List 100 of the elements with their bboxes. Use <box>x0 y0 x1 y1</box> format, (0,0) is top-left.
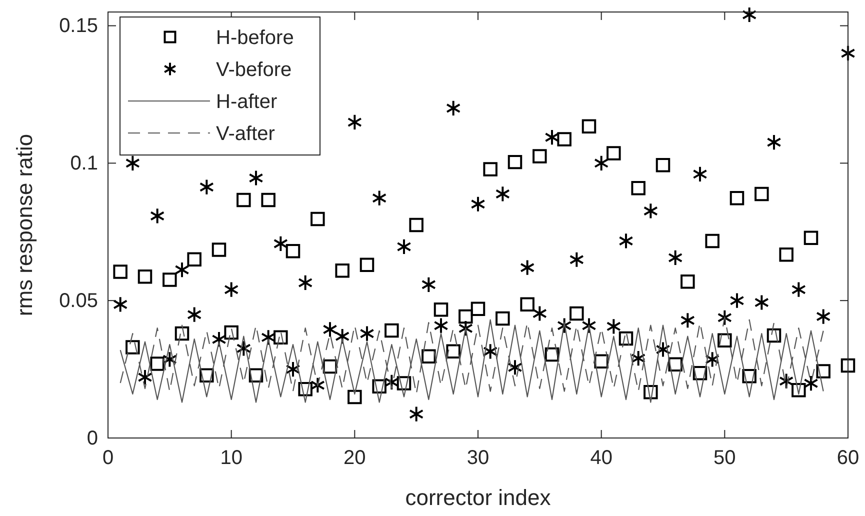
point <box>520 259 535 276</box>
point <box>348 390 362 404</box>
point <box>754 294 769 311</box>
point <box>483 343 498 360</box>
point <box>434 317 448 334</box>
x-tick-label: 30 <box>466 447 490 470</box>
point <box>792 383 806 398</box>
point <box>816 364 830 378</box>
point <box>421 276 436 293</box>
point <box>544 347 560 362</box>
point <box>458 320 473 337</box>
point <box>730 190 744 206</box>
point <box>335 264 350 278</box>
point <box>643 202 658 220</box>
legend-label: H-after <box>216 91 278 113</box>
point <box>508 359 522 376</box>
point <box>384 323 399 338</box>
y-axis-title: rms response ratio <box>12 134 37 316</box>
point <box>273 235 288 252</box>
point <box>570 306 584 321</box>
point <box>779 248 794 262</box>
point <box>236 340 251 357</box>
point <box>766 134 782 151</box>
point <box>557 132 572 146</box>
point <box>174 262 190 278</box>
y-tick-label: 0 <box>86 427 98 450</box>
point <box>286 360 300 378</box>
point <box>656 341 670 358</box>
point <box>791 281 806 298</box>
point <box>261 192 276 208</box>
point <box>582 119 596 134</box>
x-tick-label: 20 <box>344 447 366 470</box>
point <box>360 325 374 342</box>
point <box>569 251 584 268</box>
point <box>138 368 152 386</box>
point <box>224 325 238 340</box>
point <box>618 232 634 250</box>
point <box>680 274 695 289</box>
point <box>705 234 720 248</box>
point <box>187 252 202 266</box>
point <box>470 302 486 316</box>
point <box>631 350 646 367</box>
point <box>298 274 313 292</box>
point <box>520 297 534 312</box>
x-tick-label: 40 <box>590 447 612 470</box>
point <box>322 359 338 374</box>
point <box>644 384 658 400</box>
point <box>804 230 818 246</box>
point <box>162 272 177 287</box>
point <box>840 358 856 373</box>
point <box>656 158 670 172</box>
point <box>162 351 177 368</box>
point <box>483 162 498 176</box>
point <box>360 258 374 272</box>
point <box>248 368 264 382</box>
point <box>274 330 288 345</box>
point <box>286 244 300 258</box>
point <box>730 292 744 309</box>
x-tick-label: 60 <box>836 447 860 470</box>
point <box>310 376 325 394</box>
point <box>742 6 757 24</box>
point <box>434 302 448 317</box>
point <box>248 170 264 186</box>
point <box>495 186 510 202</box>
point <box>705 351 720 368</box>
point <box>717 309 732 326</box>
point <box>816 308 831 325</box>
point <box>187 306 202 323</box>
point <box>446 100 461 116</box>
point <box>236 192 251 208</box>
point <box>113 264 128 279</box>
point <box>446 344 460 359</box>
point <box>618 331 634 346</box>
point <box>582 317 596 334</box>
point <box>138 270 152 284</box>
point <box>508 154 522 170</box>
point <box>718 333 732 348</box>
point <box>298 382 312 396</box>
x-axis-title: corrector index <box>405 485 551 510</box>
point <box>766 328 782 343</box>
point <box>150 356 164 371</box>
point <box>322 321 338 338</box>
point <box>200 368 214 382</box>
point <box>458 309 473 324</box>
point <box>212 331 226 348</box>
point <box>310 212 325 226</box>
point <box>557 317 572 334</box>
point <box>396 238 412 256</box>
point <box>384 374 399 391</box>
point <box>372 379 386 394</box>
point <box>199 178 214 196</box>
point <box>606 318 621 335</box>
point <box>594 354 608 368</box>
point <box>174 326 190 341</box>
point <box>668 357 682 372</box>
point <box>396 376 412 390</box>
point <box>532 305 547 322</box>
point <box>212 242 226 257</box>
point <box>422 349 436 364</box>
legend-label: H-before <box>216 27 294 49</box>
